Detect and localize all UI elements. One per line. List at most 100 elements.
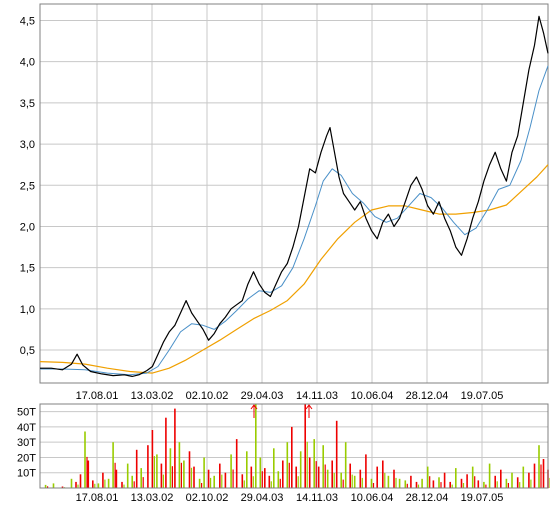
volume-bar [156, 454, 158, 488]
volume-bar [382, 460, 384, 488]
volume-bar [349, 463, 351, 488]
volume-bar [147, 445, 149, 488]
volume-bar [84, 431, 86, 488]
volume-bar [193, 466, 195, 488]
volume-bar [94, 483, 96, 488]
volume-bar [183, 460, 185, 488]
volume-bar [410, 475, 412, 488]
volume-bar [522, 466, 525, 488]
volume-bar [540, 464, 542, 488]
volume-bar [279, 478, 281, 488]
volume-bar [165, 417, 167, 488]
volume-bar [75, 481, 77, 488]
price-x-tick-label: 13.03.02 [131, 390, 174, 402]
volume-bar [259, 457, 262, 488]
volume-bar [190, 467, 193, 488]
volume-x-tick-label: 10.06.04 [351, 492, 394, 504]
volume-bar [462, 483, 465, 488]
volume-bar [398, 478, 401, 488]
price-x-tick-label: 29.04.03 [241, 390, 284, 402]
volume-bar [121, 481, 123, 488]
volume-bar [485, 484, 487, 488]
volume-bar [243, 480, 245, 488]
volume-bar [61, 486, 64, 488]
volume-bar [474, 476, 476, 488]
price-x-tick-label: 28.12.04 [406, 390, 449, 402]
volume-bar [351, 474, 353, 488]
price-x-tick-label: 19.07.05 [461, 390, 504, 402]
volume-bar [344, 442, 347, 488]
volume-y-tick-label: 20T [17, 452, 36, 464]
volume-bar [151, 430, 154, 488]
volume-bar [466, 474, 468, 488]
volume-bar [270, 481, 272, 488]
price-x-tick-label: 14.11.03 [296, 390, 338, 402]
volume-bar [477, 480, 480, 488]
volume-bar [488, 463, 491, 488]
volume-bar [505, 478, 508, 488]
price-y-tick-label: 3,0 [20, 139, 35, 151]
volume-bar [107, 478, 110, 488]
volume-x-tick-label: 14.11.03 [296, 492, 338, 504]
price-y-tick-label: 3,5 [20, 98, 35, 110]
volume-bar [432, 480, 435, 488]
volume-bar [241, 474, 244, 488]
volume-bar [483, 481, 485, 488]
series-line-price [40, 15, 549, 377]
volume-bar [331, 460, 333, 488]
volume-bar [153, 456, 155, 488]
volume-bar [417, 484, 420, 488]
volume-bar [340, 472, 342, 488]
volume-bar [471, 466, 474, 488]
volume-bar [198, 478, 201, 488]
price-plot-border [39, 3, 549, 384]
volume-x-tick-label: 02.10.02 [186, 492, 229, 504]
volume-bar [235, 439, 238, 488]
volume-bar [131, 475, 133, 488]
volume-bar [97, 483, 100, 488]
price-y-tick-label: 0,5 [20, 345, 35, 357]
volume-bar [201, 483, 203, 488]
volume-bar [115, 469, 118, 488]
volume-bar [52, 483, 55, 488]
volume-bar [224, 472, 227, 488]
volume-bar [455, 468, 457, 488]
volume-bar [516, 477, 519, 488]
volume-clip-arrow-head [250, 404, 258, 410]
volume-bar [102, 472, 104, 488]
volume-bar [384, 472, 386, 488]
volume-bar [178, 442, 181, 488]
volume-bar [494, 475, 496, 488]
series-line-ma-short [40, 65, 549, 376]
volume-bar [160, 463, 163, 488]
volume-bar [140, 468, 142, 488]
volume-bar [542, 459, 545, 488]
volume-bar [77, 484, 79, 488]
volume-y-tick-label: 30T [17, 437, 36, 449]
volume-bar [135, 449, 138, 488]
volume-bar [335, 420, 338, 488]
volume-bar [365, 454, 367, 488]
volume-bar [322, 445, 324, 488]
volume-y-tick-label: 10T [17, 468, 36, 480]
volume-panel: 10T 20T 30T 40T 50T 17.08.01 13.03.02 02.10.02 2… [17, 403, 550, 504]
volume-bar [232, 469, 234, 488]
volume-bar [395, 477, 397, 488]
price-y-tick-label: 1,5 [20, 263, 35, 275]
volume-bar [277, 471, 280, 488]
volume-bar [353, 475, 356, 488]
volume-bar [376, 466, 378, 488]
volume-bar [255, 404, 257, 488]
volume-bar [169, 448, 172, 488]
volume-bar [288, 462, 290, 488]
volume-y-tick-label: 40T [17, 422, 36, 434]
volume-bar [213, 475, 215, 488]
volume-bar [404, 480, 407, 488]
volume-x-tick-label: 19.07.05 [461, 492, 504, 504]
volume-bar [188, 451, 191, 488]
volume-bar [291, 426, 293, 488]
volume-bar [47, 486, 49, 488]
volume-bar [86, 456, 88, 488]
volume-bar [219, 463, 221, 488]
volume-bar [449, 481, 451, 488]
